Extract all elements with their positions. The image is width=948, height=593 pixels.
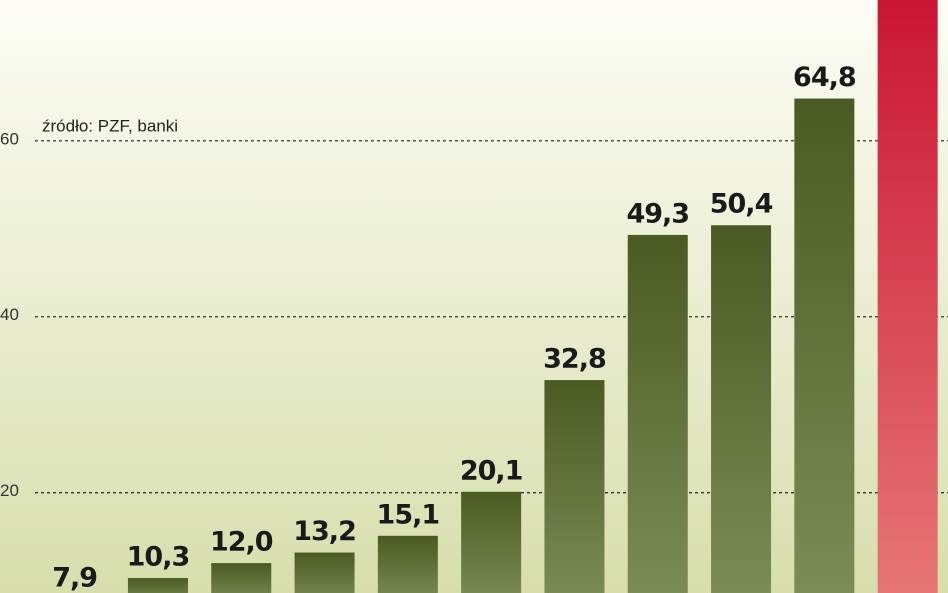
- bar: [794, 98, 855, 593]
- bar: [294, 552, 355, 593]
- y-tick-label: 20: [0, 481, 19, 500]
- bar: [627, 234, 688, 593]
- bar: [877, 0, 938, 593]
- bar: [211, 563, 272, 593]
- y-tick-label: 40: [0, 305, 19, 324]
- bar: [711, 225, 772, 593]
- value-label: 15,1: [377, 499, 440, 530]
- value-label: 50,4: [710, 189, 773, 220]
- value-label: 20,1: [460, 455, 523, 486]
- bar: [127, 578, 188, 593]
- value-label: 13,2: [293, 516, 356, 547]
- value-label: 32,8: [543, 344, 606, 375]
- bar: [461, 491, 522, 593]
- value-label: 7,9: [52, 563, 97, 593]
- value-label: 49,3: [626, 198, 689, 229]
- bar: [544, 380, 605, 593]
- source: źródło: PZF, banki: [42, 116, 178, 135]
- value-label: 12,0: [210, 527, 273, 558]
- value-label: 64,8: [793, 62, 856, 93]
- bar: [377, 535, 438, 593]
- y-tick-label: 60: [0, 129, 19, 148]
- value-label: 10,3: [127, 542, 190, 573]
